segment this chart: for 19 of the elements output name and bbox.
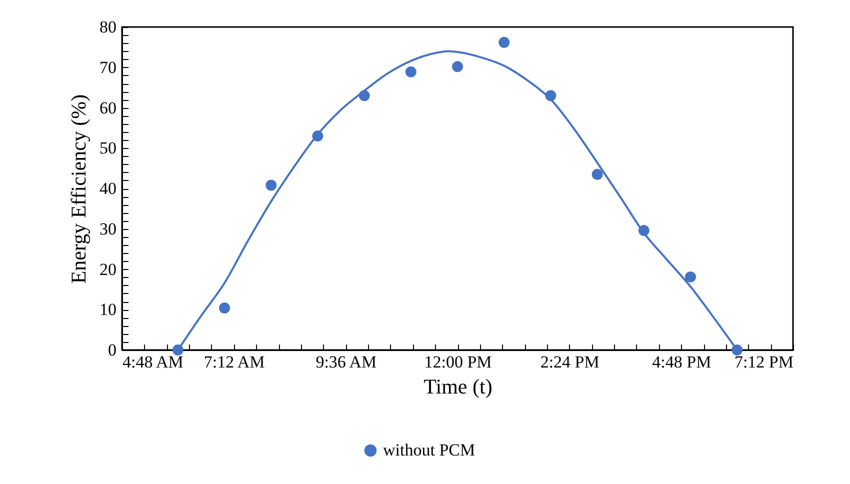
x-tick-label: 12:00 PM (424, 352, 492, 372)
legend-label: without PCM (383, 440, 476, 460)
y-tick-label: 10 (100, 300, 116, 320)
y-axis-title: Energy Efficiency (%) (66, 94, 90, 284)
x-tick-label: 4:48 AM (122, 352, 184, 372)
y-tick-label: 20 (100, 260, 116, 279)
y-tick-label: 30 (100, 219, 116, 238)
x-tick-label: 2:24 PM (540, 352, 600, 372)
y-tick-label: 70 (100, 58, 116, 77)
y-tick-label: 60 (100, 98, 116, 118)
x-tick-label: 4:48 PM (652, 352, 712, 372)
y-tick-label: 40 (100, 179, 116, 198)
x-axis-title: Time (t) (424, 374, 492, 398)
y-tick-label: 80 (100, 18, 116, 36)
y-tick-label: 50 (100, 138, 116, 158)
y-tick-label: 0 (108, 340, 116, 360)
x-tick-label: 9:36 AM (316, 352, 377, 372)
x-tick-label: 7:12 AM (204, 352, 265, 372)
x-tick-label: 7:12 PM (734, 352, 794, 372)
